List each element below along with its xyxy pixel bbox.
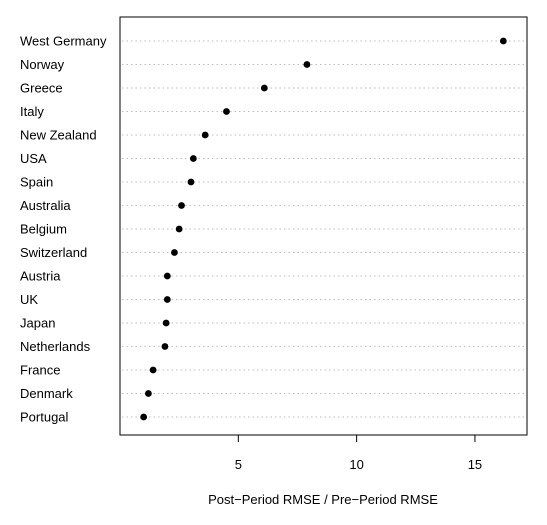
category-label-japan: Japan	[20, 316, 55, 331]
plot-frame	[119, 16, 528, 436]
category-label-denmark: Denmark	[20, 386, 73, 401]
data-point-spain	[187, 178, 195, 186]
data-point-switzerland	[171, 249, 178, 256]
data-point-belgium	[175, 225, 183, 233]
category-label-spain: Spain	[20, 175, 53, 190]
category-label-italy: Italy	[20, 104, 44, 119]
data-point-italy	[223, 108, 230, 115]
data-point-uk	[163, 296, 171, 303]
data-point-norway	[303, 61, 311, 68]
category-labels: West Germany Norway Greece Italy New Zealand…	[20, 34, 107, 425]
data-point-new-zealand	[201, 131, 209, 139]
category-label-netherlands: Netherlands	[20, 339, 91, 354]
data-points	[140, 37, 507, 421]
category-label-belgium: Belgium	[20, 222, 67, 237]
x-axis-title: Post−Period RMSE / Pre−Period RMSE	[208, 492, 438, 507]
data-point-france	[149, 366, 157, 374]
x-tick-label-10: 10	[349, 457, 363, 472]
category-label-australia: Australia	[20, 198, 71, 213]
category-label-usa: USA	[20, 151, 47, 166]
category-label-france: France	[20, 363, 60, 378]
data-point-japan	[162, 319, 170, 327]
x-tick-label-5: 5	[235, 457, 242, 472]
data-point-denmark	[144, 390, 152, 397]
category-label-uk: UK	[20, 292, 38, 307]
category-label-switzerland: Switzerland	[20, 245, 87, 260]
category-label-portugal: Portugal	[20, 410, 69, 425]
x-tick-label-15: 15	[468, 457, 482, 472]
data-point-usa	[189, 155, 197, 162]
data-point-greece	[260, 84, 268, 92]
data-point-austria	[163, 272, 171, 280]
category-label-greece: Greece	[20, 81, 63, 96]
category-label-austria: Austria	[20, 269, 61, 284]
data-point-west-germany	[499, 37, 507, 45]
data-point-netherlands	[161, 343, 169, 350]
category-label-west-germany: West Germany	[20, 34, 107, 49]
data-point-portugal	[140, 413, 148, 421]
category-label-new-zealand: New Zealand	[20, 128, 97, 143]
data-point-australia	[178, 202, 185, 209]
x-axis: 5 10 15	[235, 435, 482, 472]
category-label-norway: Norway	[20, 57, 65, 72]
